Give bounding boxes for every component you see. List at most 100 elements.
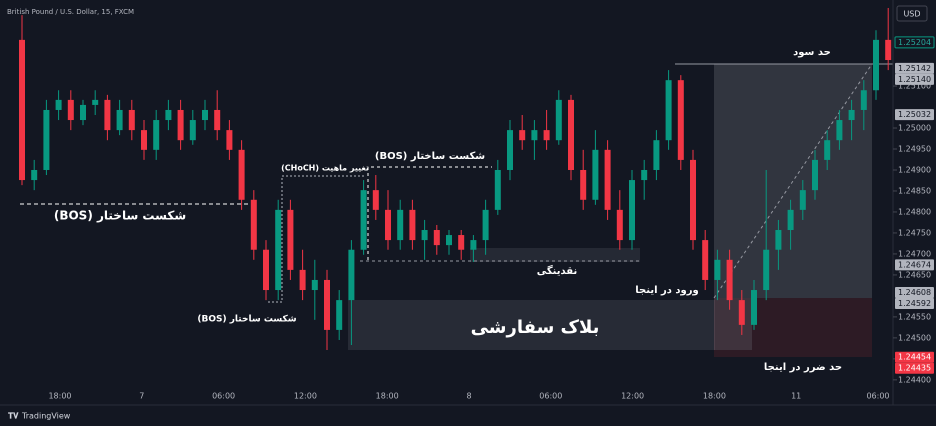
candle-body	[202, 109, 208, 121]
candle-body	[397, 209, 404, 241]
candle-body	[421, 230, 428, 241]
candle-body	[592, 149, 599, 200]
annotation: تغییر ماهیت (CHoCH)	[281, 164, 369, 173]
annotation: شکست ساختار (BOS)	[54, 209, 186, 223]
price-marker-label: 1.24674	[898, 260, 931, 269]
price-axis	[893, 0, 936, 405]
annotation: حد ضرر در اینجا	[764, 362, 842, 373]
price-marker	[895, 62, 934, 74]
candle-body	[311, 279, 318, 291]
candle-body	[714, 259, 721, 280]
candle-body	[238, 149, 245, 200]
x-tick-label: 18:00	[48, 392, 71, 401]
candle-body	[738, 300, 745, 325]
candle-body	[543, 130, 550, 141]
price-marker-label: 1.24454	[898, 353, 931, 362]
candle-body	[189, 120, 196, 141]
candle-body	[494, 169, 501, 210]
candle-body	[275, 209, 282, 291]
candle-body	[299, 269, 306, 291]
y-tick-label: 1.24400	[898, 375, 931, 384]
candle-body	[629, 180, 635, 241]
annotation: شکست ساختار (BOS)	[375, 151, 485, 162]
annotation: نقدینگی	[537, 264, 578, 277]
candle-body	[702, 240, 709, 280]
y-tick-label: 1.24800	[898, 207, 931, 216]
candle-body	[80, 104, 86, 121]
candle-body	[860, 90, 867, 110]
candle-body	[92, 99, 99, 105]
y-tick-label: 1.24750	[898, 228, 931, 237]
annotation: حد سود	[793, 47, 831, 58]
candle-body	[799, 190, 806, 210]
candle-body	[55, 99, 62, 110]
y-tick-label: 1.24850	[898, 186, 931, 195]
candle-body	[616, 209, 623, 241]
price-marker-label: 1.25140	[898, 75, 931, 84]
x-tick-label: 18:00	[376, 392, 399, 401]
candle-body	[409, 209, 416, 241]
price-marker-label: 1.24592	[898, 299, 931, 308]
x-tick-label: 12:00	[621, 392, 644, 401]
candle-body	[690, 159, 696, 241]
x-tick-label: 06:00	[212, 392, 235, 401]
bos-line	[367, 166, 492, 260]
candle-body	[555, 99, 562, 141]
price-marker	[895, 287, 934, 299]
candle-body	[67, 99, 74, 121]
currency[interactable]: USD	[903, 10, 920, 19]
candle-body	[336, 300, 343, 330]
target-path	[713, 63, 873, 299]
price-marker-label: 1.25142	[898, 64, 931, 73]
candle-body	[104, 99, 111, 131]
candle-body	[360, 190, 367, 250]
candle-body	[31, 169, 38, 181]
candle-body	[372, 190, 379, 210]
currency-button[interactable]	[896, 5, 928, 22]
candle-body	[116, 109, 123, 131]
candle-body	[665, 80, 672, 141]
candle-body	[177, 109, 184, 141]
candle-body	[153, 120, 160, 150]
candle-body	[726, 259, 733, 301]
candle-body	[263, 249, 269, 291]
candle-body	[385, 209, 391, 241]
x-tick-label: 06:00	[539, 392, 562, 401]
price-marker	[895, 259, 934, 271]
candle-body	[348, 249, 355, 301]
candle-body	[604, 149, 611, 210]
price-marker	[895, 362, 934, 374]
y-tick-label: 1.24550	[898, 312, 931, 321]
candle-body	[653, 140, 660, 170]
annotations: شکست ساختار (BOS) تغییر ماهیت (CHoCH) شک…	[54, 47, 842, 373]
candle-body	[324, 279, 330, 330]
candle-body	[824, 140, 831, 160]
candle-body	[641, 169, 648, 181]
choch-line	[268, 175, 365, 303]
y-tick-label: 1.24650	[898, 270, 931, 279]
candle-body	[433, 230, 440, 246]
candle-body	[812, 159, 818, 191]
candle-body	[568, 99, 574, 170]
candle-body	[446, 235, 452, 246]
candles	[19, 7, 892, 351]
candle-body	[787, 209, 794, 231]
candle-body	[751, 290, 757, 325]
y-tick-label: 1.24900	[898, 165, 931, 174]
price-marker-label: 1.24608	[898, 288, 931, 297]
candle-body	[531, 130, 538, 141]
x-tick-label: 7	[139, 392, 144, 401]
logo: 𝐓𝐕	[8, 412, 19, 421]
y-tick-label: 1.24500	[898, 333, 931, 342]
candle-body	[141, 130, 147, 150]
candle-body	[214, 109, 221, 131]
annotation: ورود در اینجا	[635, 285, 698, 296]
order-block-zone	[348, 300, 715, 350]
x-tick-label: 18:00	[703, 392, 726, 401]
price-marker	[894, 36, 935, 49]
y-tick-label: 1.24700	[898, 249, 931, 258]
entry-zone	[714, 298, 752, 350]
candle-body	[836, 120, 843, 141]
